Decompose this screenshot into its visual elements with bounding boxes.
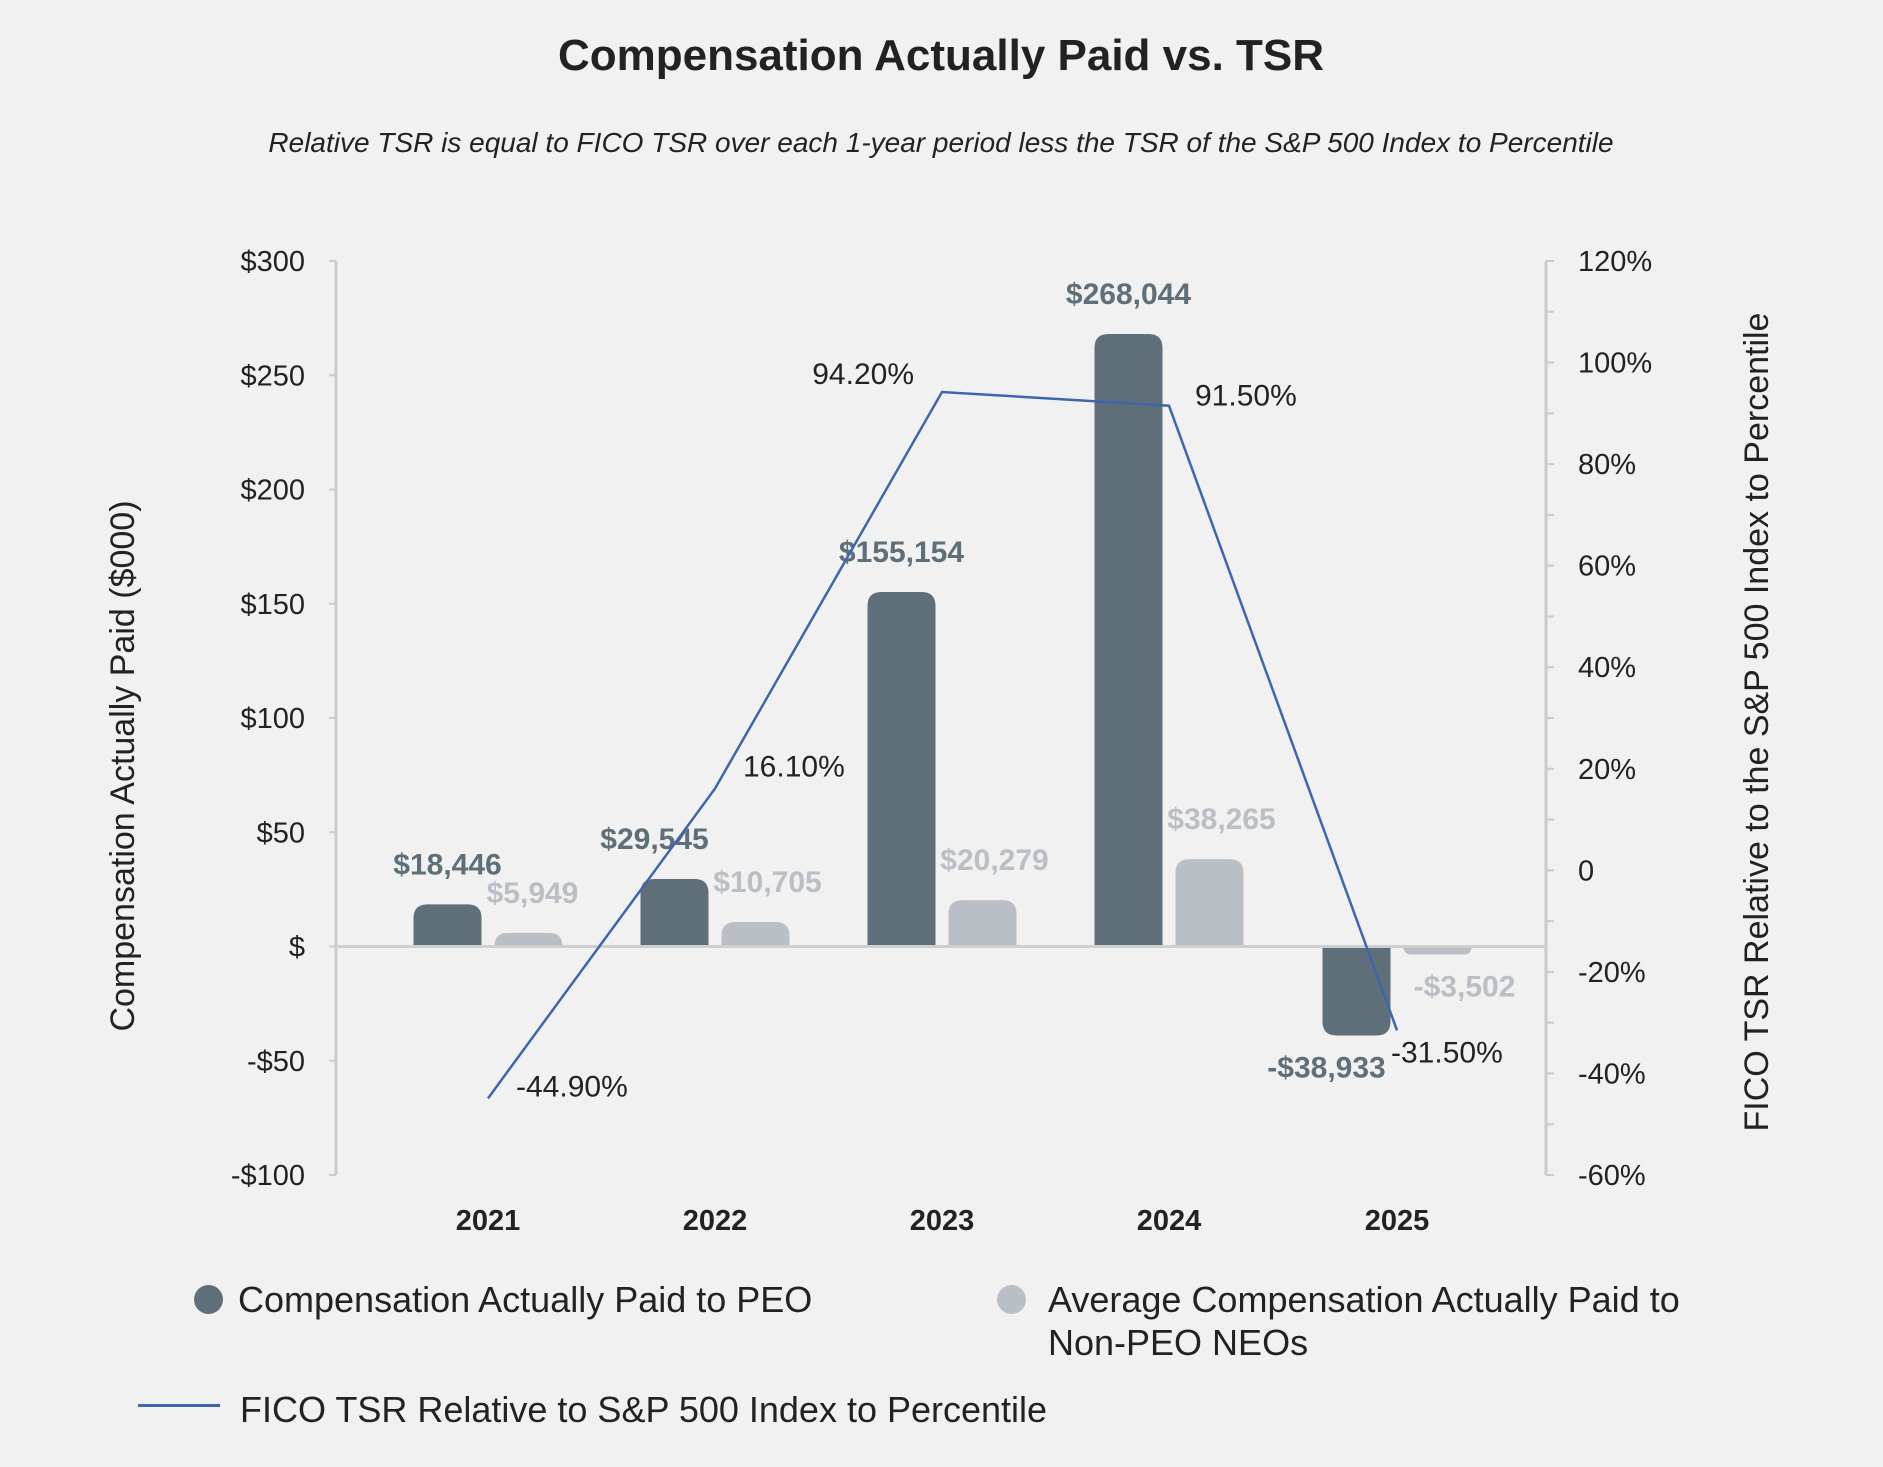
- bar-neo-2025: [1403, 946, 1472, 955]
- bar-label-neo-2024: $38,265: [1167, 803, 1275, 836]
- y-axis-left-tick-label: -$50: [247, 1046, 305, 1078]
- legend-tsr-label: FICO TSR Relative to S&P 500 Index to Pe…: [240, 1389, 1048, 1430]
- y-axis-left-tick-label: $300: [240, 246, 305, 278]
- y-axis-right-title: FICO TSR Relative to the S&P 500 Index t…: [1738, 313, 1776, 1132]
- bar-peo-2025: [1322, 946, 1391, 1036]
- y-axis-right-tick-label: -60%: [1578, 1160, 1646, 1192]
- y-axis-right-tick-label: -20%: [1578, 957, 1646, 989]
- legend-neo-label-line1: Average Compensation Actually Paid to: [1048, 1279, 1680, 1320]
- tsr-label-2022: 16.10%: [743, 751, 845, 784]
- legend-neo-label-line2: Non-PEO NEOs: [1048, 1322, 1309, 1363]
- bar-label-peo-2025: -$38,933: [1267, 1051, 1385, 1084]
- x-axis-label-2021: 2021: [456, 1205, 521, 1237]
- y-axis-left-tick-label: $200: [240, 475, 305, 507]
- bar-label-peo-2021: $18,446: [393, 848, 501, 881]
- tsr-label-2021: -44.90%: [516, 1070, 628, 1103]
- tsr-label-2025: -31.50%: [1391, 1036, 1503, 1069]
- bar-series-group: [413, 334, 1472, 1036]
- y-axis-right-tick-label: 40%: [1578, 652, 1636, 684]
- bar-label-neo-2022: $10,705: [713, 866, 821, 899]
- legend-peo-swatch: [194, 1285, 223, 1314]
- tsr-line: [486, 390, 1399, 1100]
- bar-neo-2023: [948, 900, 1017, 947]
- bar-labels-group: $18,446$5,949 $29,545$10,705 $155,154 $20,2…: [393, 278, 1515, 1084]
- chart-subtitle: Relative TSR is equal to FICO TSR over e…: [268, 127, 1613, 158]
- legend-neo-swatch: [997, 1285, 1026, 1314]
- legend-tsr-swatch: [138, 1404, 220, 1407]
- x-axis-label-2022: 2022: [683, 1205, 748, 1237]
- y-axis-left-tick-label: $250: [240, 360, 305, 392]
- y-axis-right-tick-label: 100%: [1578, 348, 1652, 380]
- bar-peo-2022: [640, 878, 709, 947]
- bar-label-peo-2022: $29,545: [600, 823, 708, 856]
- bar-label-peo-2023: $155,154: [839, 536, 964, 569]
- x-axis-label-2025: 2025: [1365, 1205, 1430, 1237]
- tsr-label-2023: 94.20%: [812, 358, 914, 391]
- y-axis-right: 120% 100% 80% 60% 40% 20% 0 -20% -40% -60%: [1544, 246, 1652, 1192]
- chart-title: Compensation Actually Paid vs. TSR: [558, 31, 1324, 80]
- y-axis-left-tick-label: -$100: [231, 1160, 305, 1192]
- y-axis-right-tick-label: -40%: [1578, 1058, 1646, 1090]
- tsr-line-group: -44.90% 16.10% 94.20% 91.50% -31.50%: [486, 358, 1503, 1103]
- x-axis-label-2024: 2024: [1137, 1205, 1202, 1237]
- category-axis: 2021 2022 2023 2024 2025: [456, 1205, 1430, 1237]
- y-axis-left-tick-label: $100: [240, 703, 305, 735]
- tsr-label-2024: 91.50%: [1195, 380, 1297, 413]
- bar-neo-2022: [721, 922, 790, 947]
- y-axis-right-tick-label: 0: [1578, 855, 1594, 887]
- legend-peo-label: Compensation Actually Paid to PEO: [238, 1279, 813, 1320]
- y-axis-right-tick-label: 20%: [1578, 754, 1636, 786]
- y-axis-left-tick-label: $: [289, 932, 305, 964]
- x-axis-label-2023: 2023: [910, 1205, 975, 1237]
- bar-peo-2021: [413, 904, 482, 947]
- y-axis-left-tick-label: $50: [257, 817, 305, 849]
- bar-neo-2024: [1175, 859, 1244, 947]
- bar-peo-2023: [867, 591, 936, 947]
- bar-neo-2021: [494, 932, 563, 947]
- bar-label-peo-2024: $268,044: [1066, 278, 1191, 311]
- y-axis-right-tick-label: 60%: [1578, 551, 1636, 583]
- y-axis-right-tick-label: 80%: [1578, 449, 1636, 481]
- y-axis-left-tick-label: $150: [240, 589, 305, 621]
- legend-neo-label: Average Compensation Actually Paid to No…: [1048, 1278, 1680, 1364]
- bar-label-neo-2023: $20,279: [940, 844, 1048, 877]
- y-axis-right-tick-label: 120%: [1578, 246, 1652, 278]
- bar-label-neo-2025: -$3,502: [1414, 971, 1516, 1004]
- bar-peo-2024: [1094, 334, 1163, 947]
- y-axis-left: $300 $250 $200 $150 $100 $50 $ -$50 -$100: [231, 246, 338, 1192]
- y-axis-left-title: Compensation Actually Paid ($000): [104, 500, 142, 1031]
- bar-label-neo-2021: $5,949: [487, 877, 579, 910]
